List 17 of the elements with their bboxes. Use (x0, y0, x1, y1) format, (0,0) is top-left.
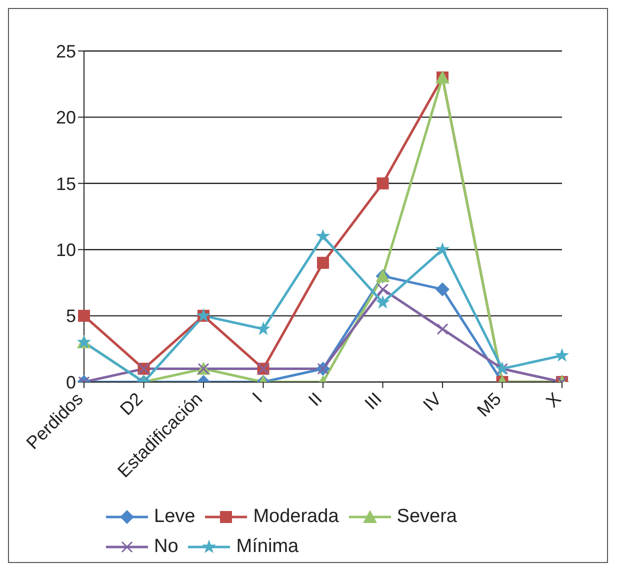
y-tick-label: 25 (56, 41, 76, 62)
y-tick-label: 5 (66, 306, 76, 326)
x-tick-label: II (304, 388, 326, 410)
y-tick-label: 10 (56, 240, 76, 260)
y-tick-label: 15 (56, 174, 76, 194)
x-tick-label: I (248, 388, 266, 406)
legend-label: Moderada (253, 506, 339, 528)
y-tick-label: 0 (66, 372, 76, 392)
x-tick-label: M5 (473, 388, 506, 421)
y-tick-label: 20 (56, 108, 76, 128)
legend-label: Mínima (236, 536, 299, 558)
legend-label: Leve (154, 506, 196, 528)
legend-label: No (154, 536, 178, 558)
x-tick-label: X (542, 388, 565, 412)
x-tick-label: IV (419, 388, 446, 415)
legend-label: Severa (396, 506, 457, 528)
x-tick-label: III (360, 388, 386, 414)
